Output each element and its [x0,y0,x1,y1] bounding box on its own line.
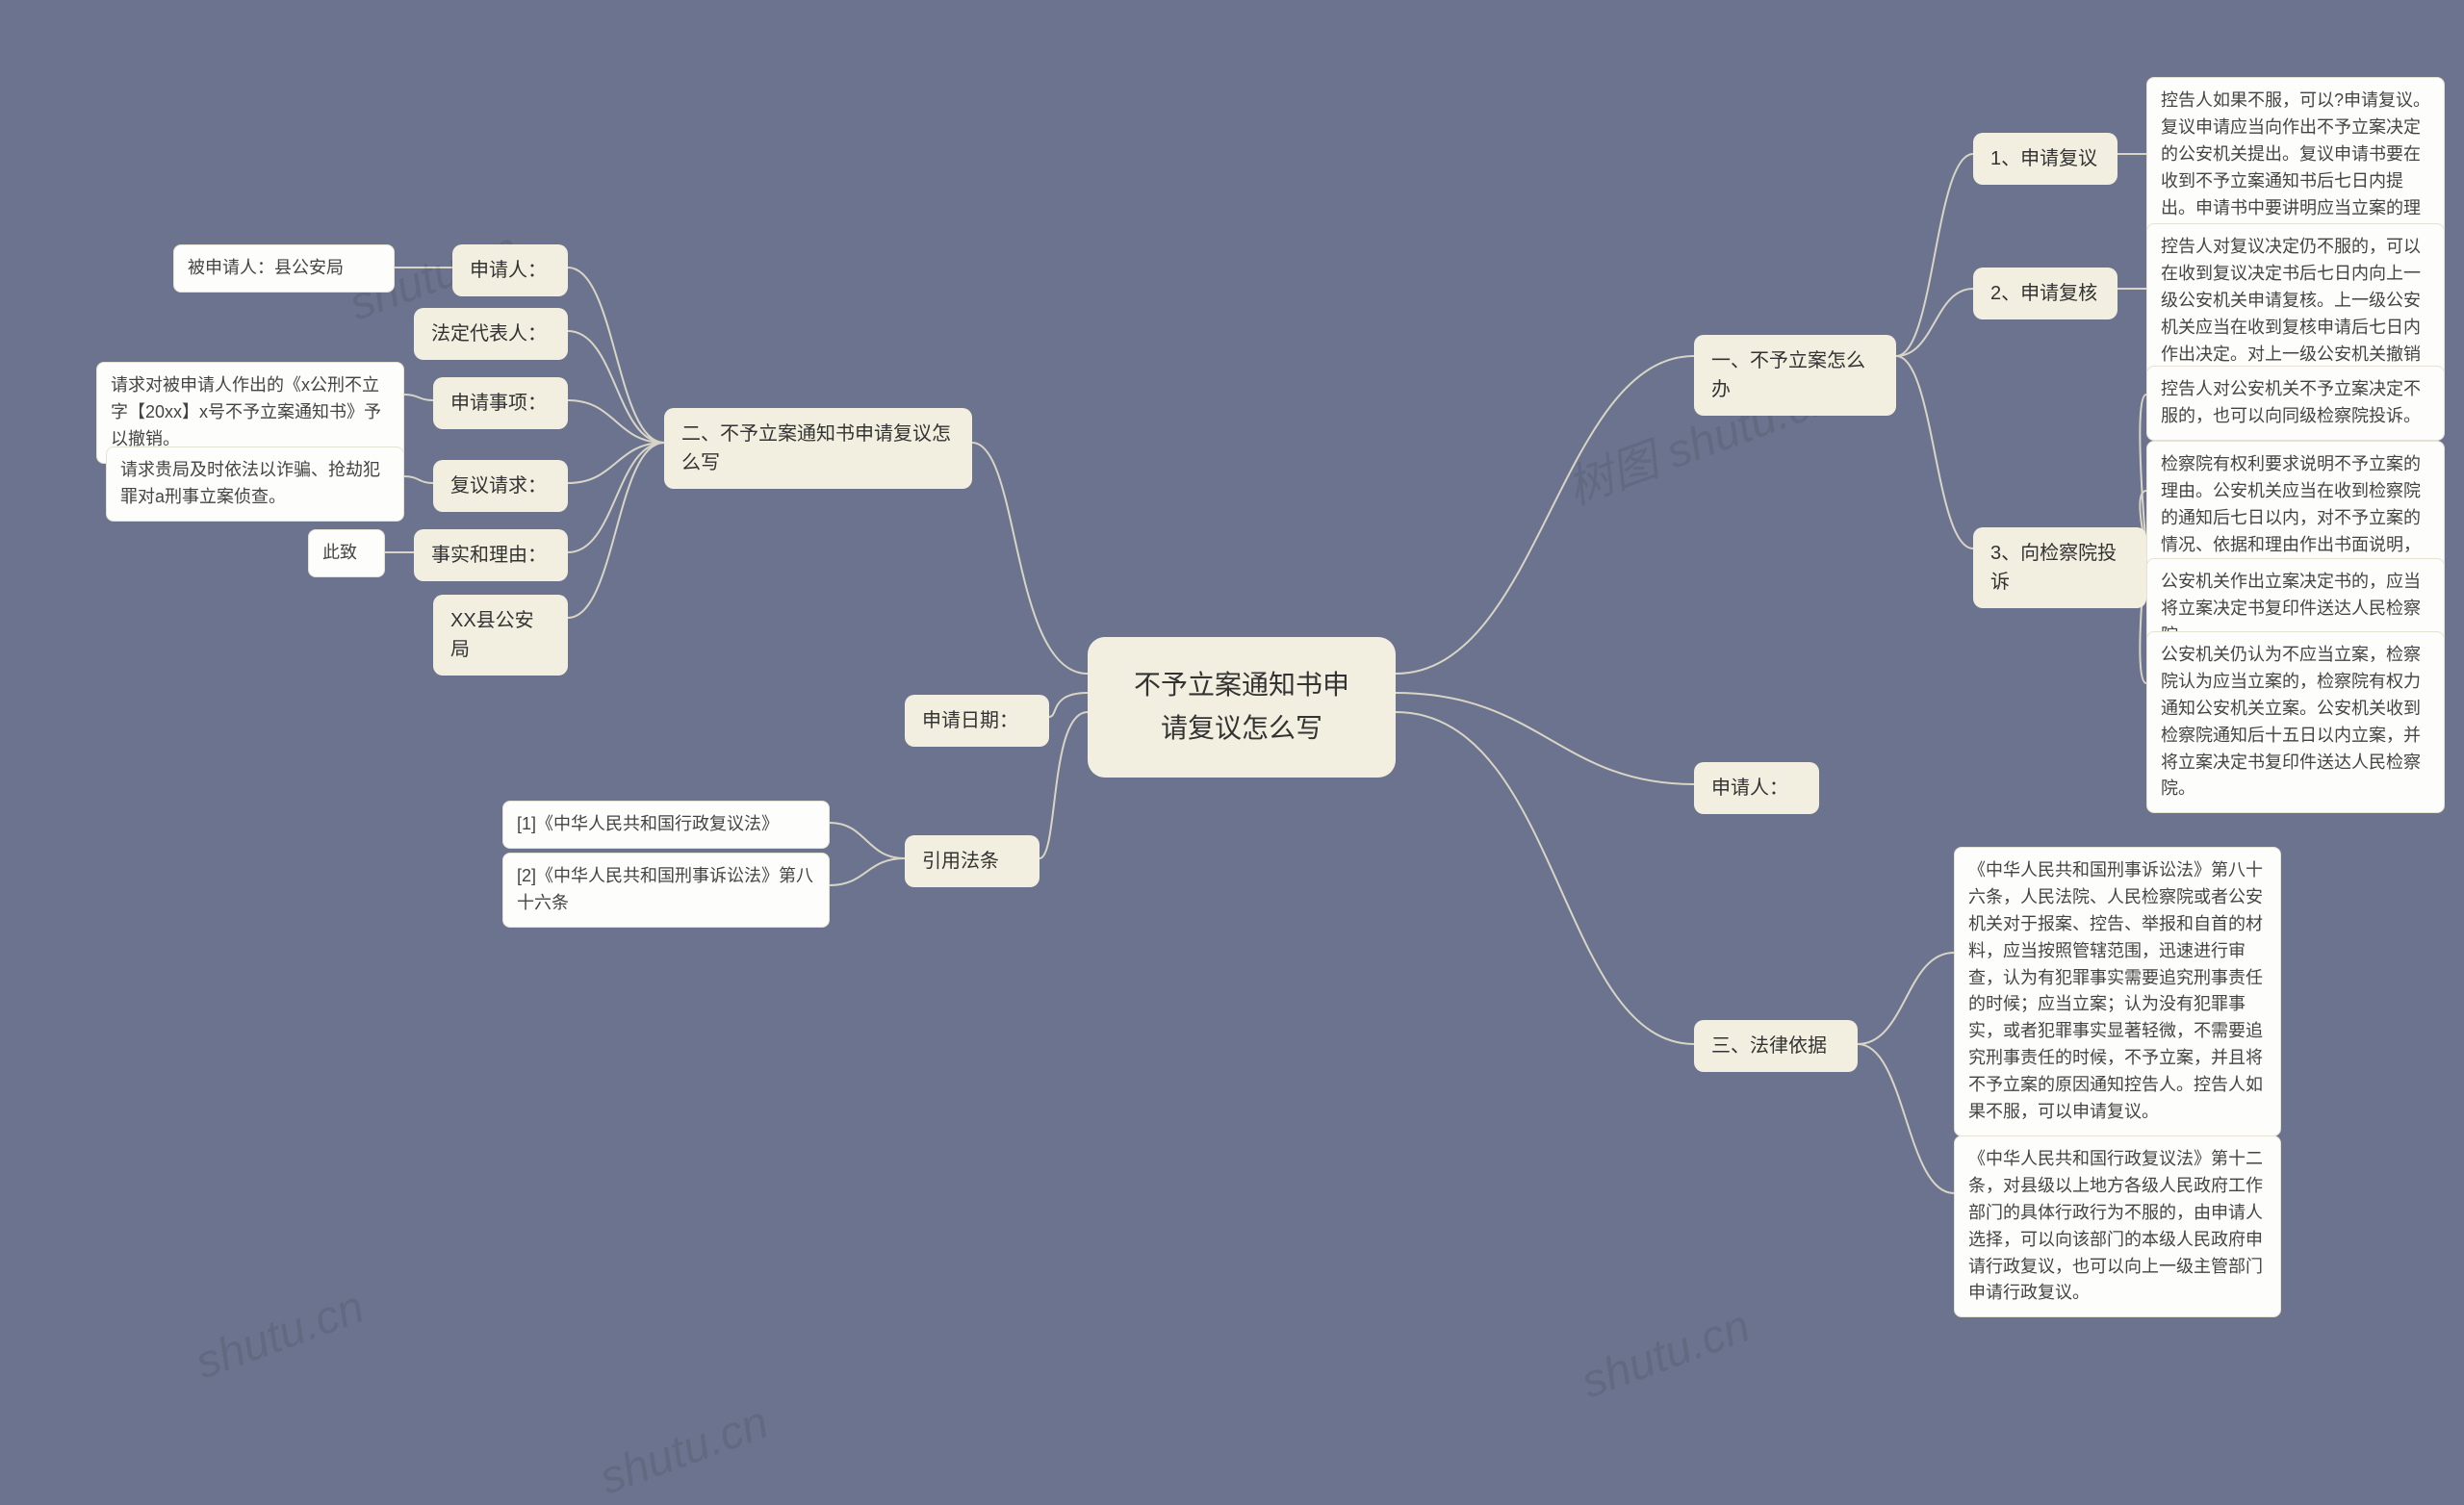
branch-node: 申请人： [452,244,568,296]
leaf-node: [1]《中华人民共和国行政复议法》 [502,801,830,849]
leaf-node: 公安机关仍认为不应当立案，检察院认为应当立案的，检察院有权力通知公安机关立案。公… [2146,631,2445,813]
leaf-node: [2]《中华人民共和国刑事诉讼法》第八十六条 [502,853,830,928]
branch-node: 申请人： [1694,762,1819,814]
branch-node: 一、不予立案怎么办 [1694,335,1896,416]
branch-node: XX县公安局 [433,595,568,676]
branch-node: 法定代表人： [414,308,568,360]
branch-node: 事实和理由： [414,529,568,581]
branch-node: 复议请求： [433,460,568,512]
branch-node: 二、不予立案通知书申请复议怎么写 [664,408,972,489]
leaf-node: 此致 [308,529,385,577]
watermark: shutu.cn [593,1396,775,1505]
branch-node: 申请日期： [905,695,1049,747]
branch-node: 1、申请复议 [1973,133,2118,185]
leaf-node: 被申请人：县公安局 [173,244,395,293]
watermark: shutu.cn [189,1281,371,1390]
leaf-node: 《中华人民共和国刑事诉讼法》第八十六条，人民法院、人民检察院或者公安机关对于报案… [1954,847,2281,1136]
branch-node: 2、申请复核 [1973,268,2118,319]
root-node: 不予立案通知书申请复议怎么写 [1088,637,1396,778]
branch-node: 三、法律依据 [1694,1020,1858,1072]
watermark: shutu.cn [1575,1300,1757,1410]
branch-node: 3、向检察院投诉 [1973,527,2146,608]
leaf-node: 《中华人民共和国行政复议法》第十二条，对县级以上地方各级人民政府工作部门的具体行… [1954,1135,2281,1317]
leaf-node: 控告人对公安机关不予立案决定不服的，也可以向同级检察院投诉。 [2146,366,2445,441]
branch-node: 申请事项： [433,377,568,429]
branch-node: 引用法条 [905,835,1040,887]
leaf-node: 请求贵局及时依法以诈骗、抢劫犯罪对a刑事立案侦查。 [106,446,404,522]
